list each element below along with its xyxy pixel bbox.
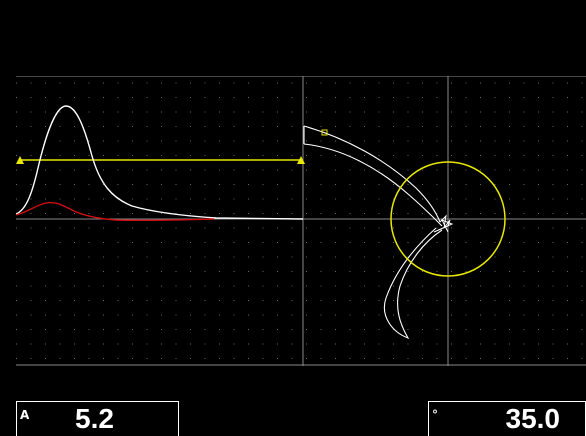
impedance-trace-upper-b bbox=[303, 143, 443, 227]
impedance-trace-knot bbox=[433, 214, 454, 233]
signal-trace-secondary bbox=[16, 201, 215, 222]
angle-value: 35.0 bbox=[505, 403, 561, 434]
gate-marker-left[interactable] bbox=[16, 156, 24, 164]
amplitude-value: 5.2 bbox=[75, 403, 114, 434]
amplitude-tag: A bbox=[20, 408, 30, 422]
dot-grid bbox=[16, 82, 586, 359]
amplitude-readout: A 5.2 bbox=[16, 401, 179, 436]
signal-trace-primary bbox=[16, 105, 304, 220]
angle-tag: ° bbox=[432, 408, 438, 422]
signal-display bbox=[16, 76, 586, 366]
gate-marker-right[interactable] bbox=[297, 156, 305, 164]
angle-readout: ° 35.0 bbox=[428, 401, 586, 436]
trace-cursor-marker[interactable] bbox=[321, 129, 328, 136]
display-area bbox=[16, 76, 586, 366]
impedance-trace-lower bbox=[384, 227, 443, 340]
alarm-circle[interactable] bbox=[390, 161, 506, 277]
impedance-trace-upper-a bbox=[303, 125, 441, 223]
top-bar bbox=[0, 0, 586, 76]
